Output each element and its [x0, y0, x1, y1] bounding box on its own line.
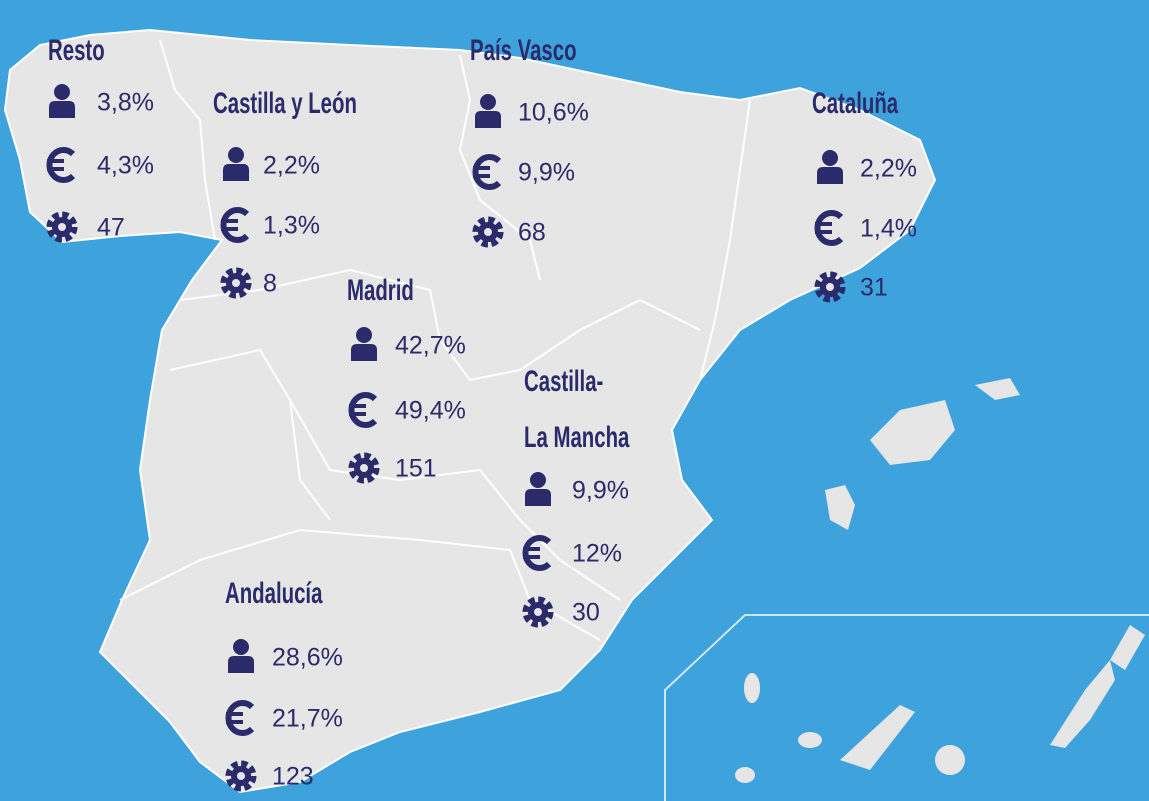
person-icon-body [525, 489, 551, 506]
population-value: 42,7% [395, 332, 466, 360]
companies-value: 151 [395, 455, 437, 483]
euro-icon-bar [349, 404, 366, 408]
region-label: Andalucía 28,6% 21,7% 123 [225, 577, 343, 792]
population-value: 2,2% [860, 155, 917, 183]
companies-value: 47 [97, 214, 125, 242]
euro-icon-bar [226, 720, 243, 724]
euro-icon-bar [221, 227, 238, 231]
region-name: País Vasco [470, 34, 577, 67]
region-label: Madrid 42,7% 49,4% 151 [347, 274, 466, 484]
gear-icon-hole [232, 279, 240, 287]
gear-icon-teeth [348, 452, 380, 484]
person-icon-head [480, 94, 496, 110]
person-icon-head [233, 639, 249, 655]
population-value: 9,9% [572, 477, 629, 505]
companies-value: 31 [860, 274, 888, 302]
gear-icon-teeth [814, 271, 846, 303]
person-icon-head [530, 472, 546, 488]
person-icon-head [356, 327, 372, 343]
canary-islands [735, 625, 1145, 783]
euro-icon [814, 210, 844, 246]
person-icon-body [223, 164, 249, 181]
euro-icon [522, 535, 552, 571]
gear-icon-hole [534, 608, 542, 616]
euro-icon-bar [473, 174, 490, 178]
gear-icon-teeth [472, 216, 504, 248]
euro-icon-bar [523, 547, 540, 551]
population-value: 28,6% [272, 644, 343, 672]
gear-icon-teeth [220, 267, 252, 299]
euro-icon-bar [349, 412, 366, 416]
balearic-islands [825, 378, 1020, 530]
region-label: Castilla- La Mancha 9,9% 12% 30 [522, 365, 630, 628]
euro-icon-bar [473, 166, 490, 170]
person-icon-body [475, 111, 501, 128]
euro-icon [225, 700, 255, 736]
companies-value: 68 [518, 219, 546, 247]
revenue-value: 49,4% [395, 397, 466, 425]
region-name: Cataluña [812, 87, 899, 120]
euro-icon-bar [47, 159, 64, 163]
euro-icon-bar [815, 222, 832, 226]
euro-icon-bar [226, 712, 243, 716]
population-value: 2,2% [263, 152, 320, 180]
euro-icon-bar [221, 219, 238, 223]
revenue-value: 12% [572, 540, 622, 568]
region-label: Castilla y León 2,2% 1,3% 8 [213, 87, 357, 299]
gear-icon-hole [826, 283, 834, 291]
region-name: La Mancha [524, 421, 630, 454]
gear-icon-teeth [225, 760, 257, 792]
population-value: 10,6% [518, 99, 589, 127]
euro-icon [348, 392, 378, 428]
person-icon-head [54, 84, 70, 100]
gear-icon-teeth [46, 211, 78, 243]
gear-icon-hole [360, 464, 368, 472]
person-icon-head [822, 150, 838, 166]
canary-frame [664, 614, 1149, 801]
revenue-value: 21,7% [272, 705, 343, 733]
euro-icon [46, 147, 76, 183]
person-icon-body [228, 656, 254, 673]
companies-value: 30 [572, 599, 600, 627]
euro-icon-bar [47, 167, 64, 171]
euro-icon [220, 207, 250, 243]
region-name: Resto [48, 34, 105, 67]
revenue-value: 1,4% [860, 215, 917, 243]
gear-icon-teeth [522, 596, 554, 628]
euro-icon-bar [815, 230, 832, 234]
companies-value: 123 [272, 763, 314, 791]
person-icon-body [49, 101, 75, 118]
gear-icon-hole [484, 228, 492, 236]
person-icon-body [817, 167, 843, 184]
revenue-value: 4,3% [97, 152, 154, 180]
gear-icon-hole [237, 772, 245, 780]
population-value: 3,8% [97, 89, 154, 117]
region-label: Resto 3,8% 4,3% 47 [46, 34, 154, 243]
region-name: Madrid [347, 274, 414, 307]
euro-icon [472, 154, 502, 190]
euro-icon-bar [523, 555, 540, 559]
person-icon-head [228, 147, 244, 163]
region-label: País Vasco 10,6% 9,9% 68 [470, 34, 589, 248]
region-label: Cataluña 2,2% 1,4% 31 [812, 87, 917, 303]
region-name: Castilla y León [213, 87, 357, 120]
region-name: Andalucía [225, 577, 323, 610]
person-icon-body [351, 344, 377, 361]
gear-icon-hole [58, 223, 66, 231]
region-name: Castilla- [524, 365, 603, 398]
companies-value: 8 [263, 270, 277, 298]
revenue-value: 9,9% [518, 159, 575, 187]
revenue-value: 1,3% [263, 212, 320, 240]
